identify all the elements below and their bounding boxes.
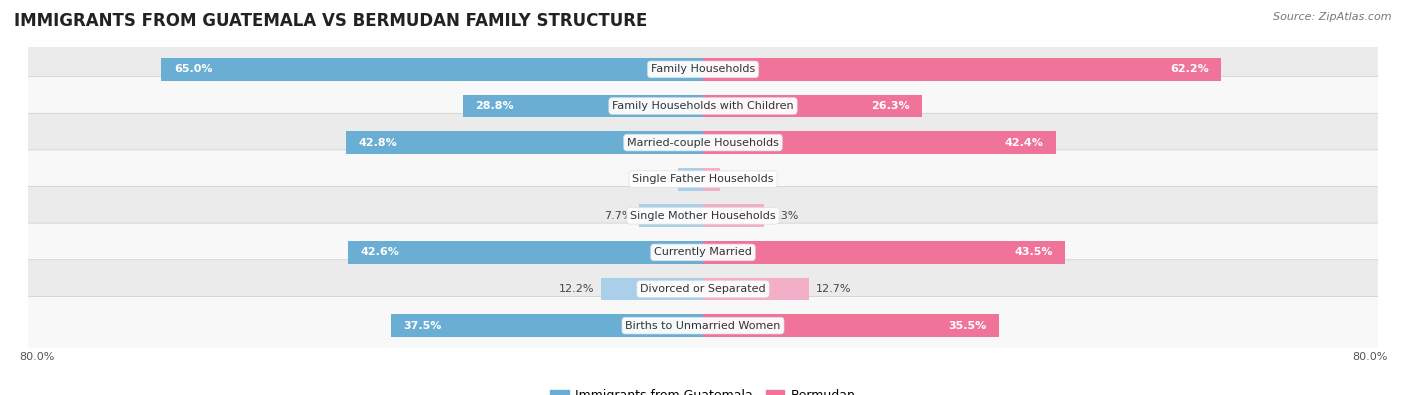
Text: Single Father Households: Single Father Households bbox=[633, 174, 773, 184]
Text: 42.4%: 42.4% bbox=[1005, 137, 1043, 148]
Text: Currently Married: Currently Married bbox=[654, 247, 752, 258]
Text: 37.5%: 37.5% bbox=[404, 321, 441, 331]
FancyBboxPatch shape bbox=[25, 113, 1381, 172]
Text: Married-couple Households: Married-couple Households bbox=[627, 137, 779, 148]
Bar bbox=[349, 241, 703, 264]
FancyBboxPatch shape bbox=[25, 296, 1381, 355]
FancyBboxPatch shape bbox=[25, 150, 1381, 209]
FancyBboxPatch shape bbox=[25, 40, 1381, 99]
Text: IMMIGRANTS FROM GUATEMALA VS BERMUDAN FAMILY STRUCTURE: IMMIGRANTS FROM GUATEMALA VS BERMUDAN FA… bbox=[14, 12, 647, 30]
Text: Single Mother Households: Single Mother Households bbox=[630, 211, 776, 221]
Bar bbox=[703, 241, 1066, 264]
Text: 2.1%: 2.1% bbox=[727, 174, 755, 184]
Bar bbox=[703, 131, 1056, 154]
Bar bbox=[162, 58, 703, 81]
Text: Family Households with Children: Family Households with Children bbox=[612, 101, 794, 111]
Text: Source: ZipAtlas.com: Source: ZipAtlas.com bbox=[1274, 12, 1392, 22]
Bar bbox=[703, 58, 1222, 81]
Legend: Immigrants from Guatemala, Bermudan: Immigrants from Guatemala, Bermudan bbox=[546, 384, 860, 395]
FancyBboxPatch shape bbox=[25, 77, 1381, 135]
Bar bbox=[391, 314, 703, 337]
Text: Divorced or Separated: Divorced or Separated bbox=[640, 284, 766, 294]
Bar bbox=[678, 168, 703, 190]
Text: 43.5%: 43.5% bbox=[1015, 247, 1053, 258]
Text: 62.2%: 62.2% bbox=[1170, 64, 1209, 74]
FancyBboxPatch shape bbox=[25, 186, 1381, 245]
Text: 28.8%: 28.8% bbox=[475, 101, 515, 111]
Text: 42.8%: 42.8% bbox=[359, 137, 398, 148]
Text: Births to Unmarried Women: Births to Unmarried Women bbox=[626, 321, 780, 331]
Text: 12.2%: 12.2% bbox=[560, 284, 595, 294]
Text: 42.6%: 42.6% bbox=[360, 247, 399, 258]
Bar bbox=[703, 205, 763, 227]
Bar bbox=[463, 95, 703, 117]
Bar bbox=[602, 278, 703, 300]
Text: 3.0%: 3.0% bbox=[643, 174, 671, 184]
Text: Family Households: Family Households bbox=[651, 64, 755, 74]
Text: 26.3%: 26.3% bbox=[870, 101, 910, 111]
Text: 7.3%: 7.3% bbox=[770, 211, 799, 221]
Text: 12.7%: 12.7% bbox=[815, 284, 851, 294]
FancyBboxPatch shape bbox=[25, 260, 1381, 318]
Bar bbox=[703, 314, 998, 337]
Bar bbox=[638, 205, 703, 227]
Text: 35.5%: 35.5% bbox=[948, 321, 986, 331]
Bar bbox=[346, 131, 703, 154]
Bar bbox=[703, 278, 808, 300]
Bar bbox=[703, 95, 922, 117]
Text: 7.7%: 7.7% bbox=[603, 211, 633, 221]
FancyBboxPatch shape bbox=[25, 223, 1381, 282]
Bar bbox=[703, 168, 720, 190]
Text: 65.0%: 65.0% bbox=[174, 64, 212, 74]
